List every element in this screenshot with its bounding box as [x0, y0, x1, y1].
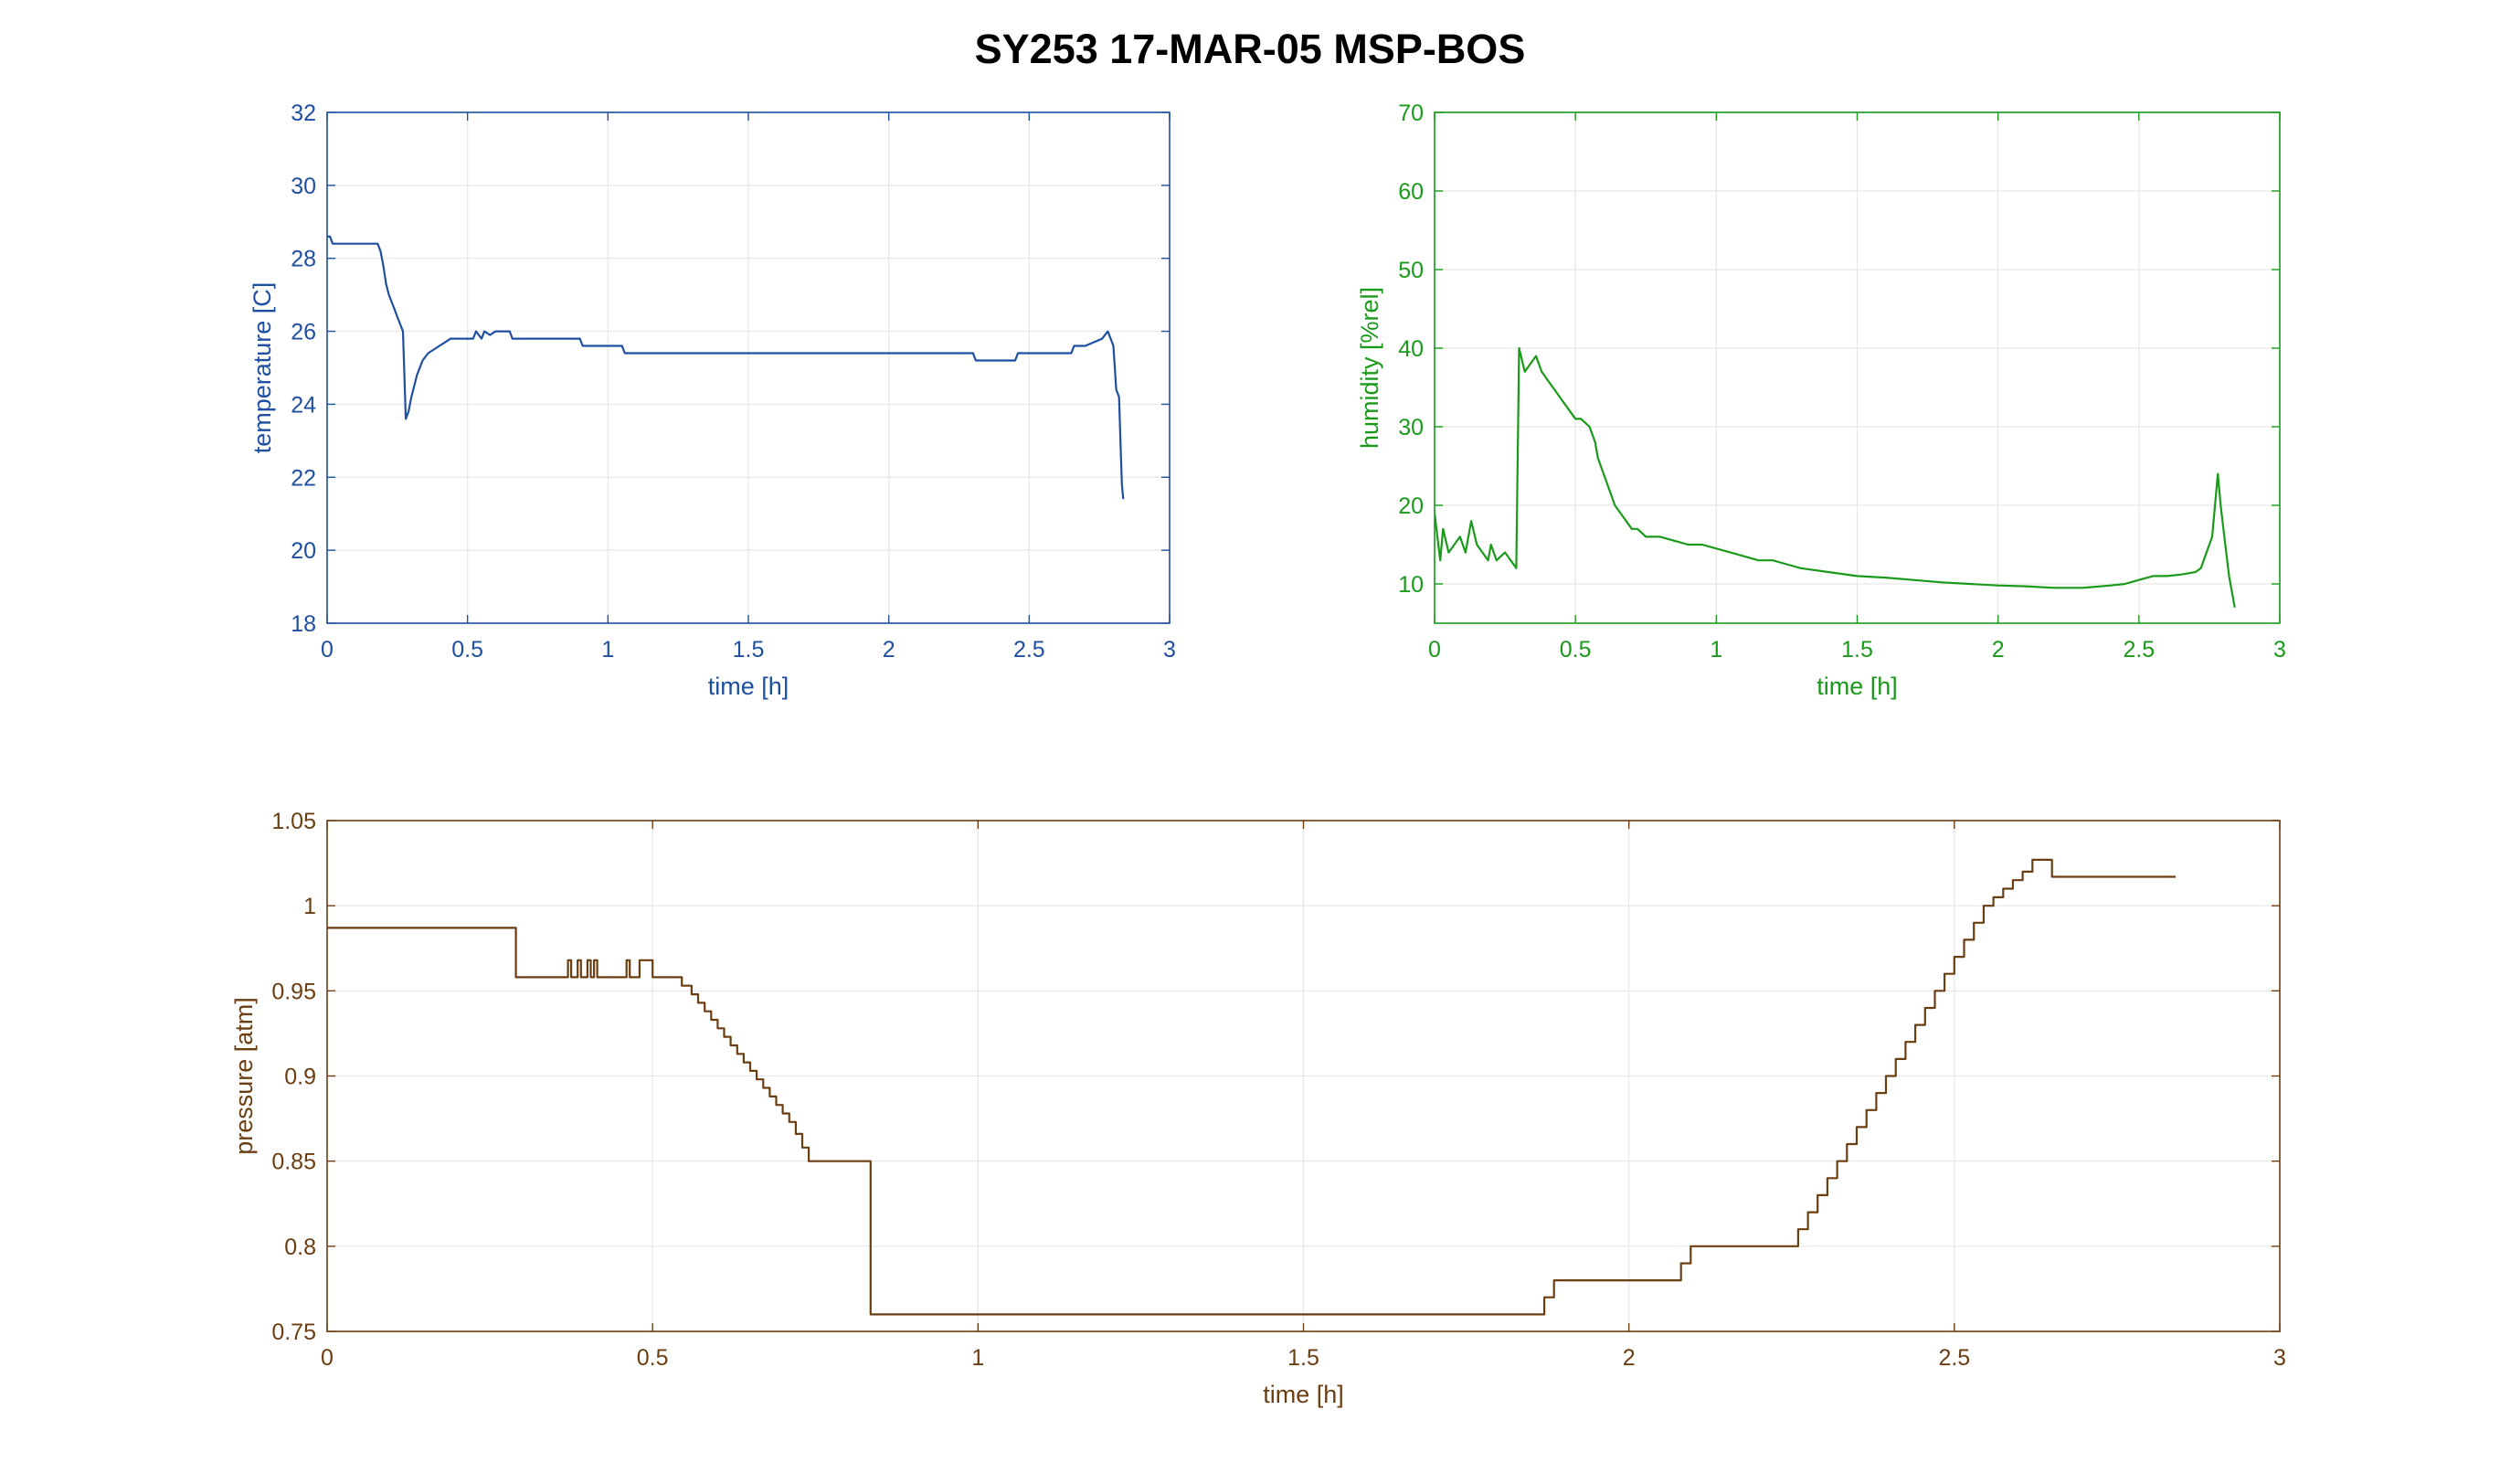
temperature-axes-box — [326, 111, 1171, 624]
humidity-axes-box — [1434, 111, 2281, 624]
humidity-xtick-label: 3 — [2273, 637, 2286, 662]
pressure-xtick-label: 0 — [321, 1345, 334, 1371]
pressure-axes: 0 0.5 1 1.5 2 2.5 3 0.75 0.8 0.85 0.9 0.95 1 1.05 time… — [230, 809, 2286, 1408]
temperature-xtick-label: 1 — [601, 637, 614, 662]
pressure-xtick-label: 3 — [2273, 1345, 2286, 1371]
humidity-ytick-label: 60 — [1398, 179, 1424, 205]
temperature-ytick-label: 28 — [291, 247, 316, 272]
humidity-series-line — [1435, 346, 2236, 608]
pressure-ytick-label: 0.8 — [284, 1235, 316, 1260]
temperature-xlabel: time [h] — [708, 673, 789, 700]
pressure-series-line — [327, 858, 2176, 1316]
pressure-ytick-label: 0.9 — [284, 1065, 316, 1090]
temperature-xtick-label: 2.5 — [1013, 637, 1045, 662]
temperature-xtick-label: 0 — [321, 637, 334, 662]
temperature-xtick-label: 3 — [1163, 637, 1176, 662]
temperature-series-line — [327, 235, 1125, 500]
humidity-ytick-label: 50 — [1398, 258, 1424, 283]
humidity-ytick-label: 30 — [1398, 415, 1424, 440]
humidity-xtick-label: 0 — [1428, 637, 1441, 662]
pressure-ytick-label: 0.85 — [271, 1150, 316, 1175]
figure-title: SY253 17-MAR-05 MSP-BOS — [974, 26, 1526, 72]
pressure-xtick-label: 0.5 — [637, 1345, 669, 1371]
temperature-ytick-label: 24 — [291, 392, 316, 418]
temperature-ytick-label: 32 — [291, 101, 316, 126]
humidity-ytick-label: 40 — [1398, 336, 1424, 362]
humidity-ytick-label: 70 — [1398, 101, 1424, 126]
temperature-ytick-label: 26 — [291, 320, 316, 345]
pressure-ytick-label: 0.95 — [271, 979, 316, 1004]
pressure-xlabel: time [h] — [1263, 1381, 1344, 1408]
humidity-ylabel: humidity [%rel] — [1356, 287, 1383, 449]
pressure-plot-area — [327, 821, 2280, 1331]
pressure-axes-box — [326, 820, 2281, 1332]
pressure-ytick-label: 1.05 — [271, 809, 316, 834]
pressure-xtick-label: 1.5 — [1287, 1345, 1319, 1371]
humidity-xtick-label: 2 — [1992, 637, 2005, 662]
humidity-xtick-label: 1 — [1710, 637, 1722, 662]
humidity-xtick-label: 2.5 — [2123, 637, 2155, 662]
humidity-xtick-label: 1.5 — [1841, 637, 1873, 662]
temperature-ytick-label: 18 — [291, 611, 316, 637]
pressure-ytick-label: 0.75 — [271, 1320, 316, 1345]
temperature-xtick-label: 1.5 — [733, 637, 765, 662]
humidity-xtick-label: 0.5 — [1560, 637, 1592, 662]
temperature-ytick-label: 30 — [291, 174, 316, 199]
humidity-ytick-label: 20 — [1398, 493, 1424, 519]
pressure-xtick-label: 2.5 — [1938, 1345, 1970, 1371]
humidity-ytick-label: 10 — [1398, 572, 1424, 598]
humidity-xlabel: time [h] — [1817, 673, 1898, 700]
humidity-plot-area — [1435, 112, 2280, 623]
pressure-ylabel: pressure [atm] — [230, 997, 258, 1155]
temperature-xtick-label: 2 — [883, 637, 895, 662]
temperature-ytick-label: 20 — [291, 538, 316, 564]
humidity-axes: 0 0.5 1 1.5 2 2.5 3 10 20 30 40 50 60 70 time [h] humid… — [1356, 101, 2286, 700]
temperature-axes: 0 0.5 1 1.5 2 2.5 3 18 20 22 24 26 28 30 32 time [h] tem… — [249, 101, 1176, 700]
temperature-xtick-label: 0.5 — [451, 637, 483, 662]
pressure-xtick-label: 2 — [1623, 1345, 1636, 1371]
pressure-xtick-label: 1 — [971, 1345, 984, 1371]
temperature-ylabel: temperature [C] — [249, 282, 276, 454]
temperature-plot-area — [327, 112, 1170, 623]
pressure-ytick-label: 1 — [303, 894, 316, 919]
temperature-ytick-label: 22 — [291, 465, 316, 491]
